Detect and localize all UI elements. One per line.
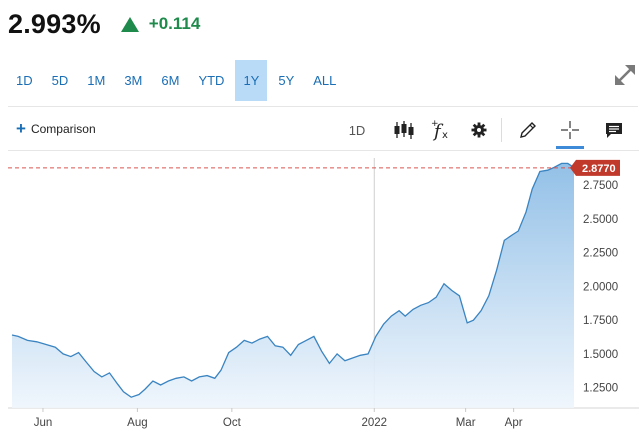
change-value: +0.114 bbox=[148, 14, 201, 33]
price-line bbox=[11, 162, 575, 398]
last-price: 2.993% bbox=[8, 8, 101, 39]
price-area-fill bbox=[12, 163, 574, 408]
chart-toolbar: + Comparison 1D f x + bbox=[0, 112, 641, 149]
gear-icon[interactable] bbox=[468, 118, 490, 142]
active-tool-indicator bbox=[556, 146, 584, 149]
crosshair-icon[interactable] bbox=[558, 118, 582, 142]
x-tick-label: Mar bbox=[456, 417, 476, 429]
range-tab-1m[interactable]: 1M bbox=[87, 73, 106, 88]
comment-icon[interactable] bbox=[602, 118, 626, 142]
range-tab-6m[interactable]: 6M bbox=[161, 73, 180, 88]
range-tab-1d[interactable]: 1D bbox=[16, 73, 33, 88]
x-tick-label: 2022 bbox=[361, 417, 387, 429]
x-tick-label: Jun bbox=[34, 417, 53, 429]
y-tick-label: 1.7500 bbox=[583, 315, 618, 327]
plus-icon: + bbox=[16, 119, 26, 138]
y-tick-label: 2.2500 bbox=[583, 248, 618, 260]
interval-button[interactable]: 1D bbox=[348, 122, 366, 138]
divider bbox=[8, 106, 638, 107]
y-axis: 2.7500 2.5000 2.2500 2.0000 1.7500 1.5000 1.25… bbox=[583, 180, 618, 395]
comparison-button[interactable]: + Comparison bbox=[16, 119, 96, 138]
function-icon[interactable]: f x + bbox=[428, 118, 454, 142]
x-tick-label: Aug bbox=[127, 417, 147, 429]
up-arrow-icon bbox=[120, 16, 139, 32]
pencil-icon[interactable] bbox=[516, 118, 540, 142]
expand-icon[interactable] bbox=[612, 62, 638, 88]
price-chart[interactable]: 2.7500 2.5000 2.2500 2.0000 1.7500 1.5000 1.25… bbox=[0, 150, 641, 438]
y-tick-label: 1.2500 bbox=[583, 383, 618, 395]
range-tab-5y[interactable]: 5Y bbox=[278, 73, 295, 88]
svg-text:+: + bbox=[431, 119, 439, 129]
comparison-label: Comparison bbox=[30, 122, 96, 136]
svg-text:x: x bbox=[442, 130, 448, 141]
y-tick-label: 2.0000 bbox=[583, 281, 618, 293]
candlestick-icon[interactable] bbox=[392, 118, 416, 142]
range-tab-3m[interactable]: 3M bbox=[124, 73, 143, 88]
price-change: +0.114 bbox=[120, 14, 201, 34]
last-price-tag-label: 2.8770 bbox=[582, 163, 616, 175]
y-tick-label: 2.7500 bbox=[583, 180, 618, 192]
last-price-tag: 2.8770 bbox=[570, 159, 620, 176]
y-tick-label: 1.5000 bbox=[583, 349, 618, 361]
time-range-selector: 1D 5D 1M 3M 6M YTD 1Y 5Y ALL bbox=[8, 60, 347, 101]
range-tab-5d[interactable]: 5D bbox=[51, 73, 69, 88]
range-tab-1y[interactable]: 1Y bbox=[235, 60, 268, 101]
quote-header: 2.993% +0.114 bbox=[8, 6, 200, 42]
range-tab-all[interactable]: ALL bbox=[313, 73, 337, 88]
range-tab-ytd[interactable]: YTD bbox=[198, 73, 225, 88]
x-tick-label: Apr bbox=[505, 417, 523, 429]
toolbar-divider bbox=[501, 118, 502, 142]
x-axis: Jun Aug Oct 2022 Mar Apr bbox=[34, 408, 523, 429]
y-tick-label: 2.5000 bbox=[583, 214, 618, 226]
x-tick-label: Oct bbox=[223, 417, 242, 429]
